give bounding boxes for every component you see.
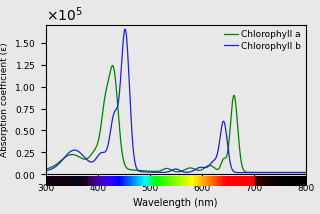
Chlorophyll b (304, 171, 308, 174)
Chlorophyll a (271, 171, 275, 174)
Line: Chlorophyll a: Chlorophyll a (45, 66, 306, 172)
Chlorophyll a (44, 168, 47, 170)
Line: Chlorophyll b: Chlorophyll b (45, 29, 306, 172)
Chlorophyll a (299, 171, 303, 174)
Chlorophyll a (144, 170, 148, 172)
Chlorophyll a (111, 64, 115, 67)
Chlorophyll b (299, 171, 303, 174)
Chlorophyll b (271, 171, 275, 174)
Y-axis label: Absorption coefficient (ε): Absorption coefficient (ε) (0, 42, 9, 157)
Chlorophyll b (73, 149, 77, 152)
Chlorophyll a (73, 154, 77, 156)
Chlorophyll b (155, 171, 159, 174)
X-axis label: Wavelength (nm): Wavelength (nm) (133, 198, 218, 208)
Chlorophyll a (304, 171, 308, 174)
Chlorophyll a (89, 154, 92, 156)
Chlorophyll b (89, 161, 92, 163)
Legend: Chlorophyll a, Chlorophyll b: Chlorophyll a, Chlorophyll b (224, 30, 301, 51)
Chlorophyll a (155, 170, 159, 173)
Chlorophyll b (144, 171, 148, 173)
Chlorophyll b (44, 169, 47, 172)
Chlorophyll b (123, 28, 127, 30)
